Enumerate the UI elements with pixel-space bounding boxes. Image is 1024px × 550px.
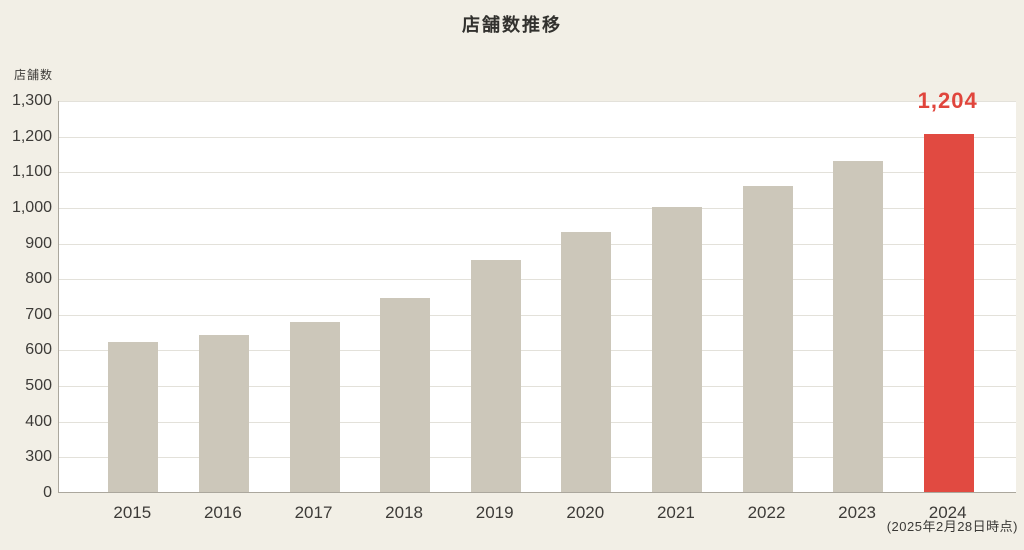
gridline-900 <box>59 243 1016 245</box>
y-tick-label-700: 700 <box>25 305 52 323</box>
y-tick-label-500: 500 <box>25 377 52 395</box>
bar-2017 <box>289 322 340 492</box>
highlight-value-label: 1,204 <box>917 88 978 113</box>
x-tick-label-2022: 2022 <box>747 503 786 522</box>
x-tick-label-2024: 2024 <box>928 503 967 522</box>
bar-2023 <box>833 160 884 492</box>
bar-2018 <box>380 297 431 492</box>
x-tick-label-2015: 2015 <box>113 503 152 522</box>
y-axis-unit-label: 店舗数 <box>14 68 54 82</box>
x-tick-label-2017: 2017 <box>294 503 333 522</box>
bar-2020 <box>561 231 612 492</box>
x-tick-label-2016: 2016 <box>203 503 242 522</box>
x-tick-label-2020: 2020 <box>566 503 605 522</box>
gridline-600 <box>59 350 1016 352</box>
gridline-700 <box>59 314 1016 316</box>
bar-2022 <box>742 185 793 492</box>
x-tick-label-2019: 2019 <box>475 503 514 522</box>
y-tick-label-600: 600 <box>25 341 52 359</box>
y-tick-label-0: 0 <box>43 484 52 501</box>
y-tick-label-900: 900 <box>25 234 52 252</box>
y-tick-label-1000: 1,000 <box>11 198 52 216</box>
y-tick-label-1200: 1,200 <box>11 127 52 145</box>
plot-area <box>58 101 1016 493</box>
chart-title: 店舗数推移 <box>462 15 562 35</box>
bar-2024 <box>923 134 974 492</box>
gridline-1100 <box>59 172 1016 174</box>
gridline-800 <box>59 279 1016 281</box>
bar-2019 <box>470 260 521 492</box>
x-tick-label-2021: 2021 <box>656 503 695 522</box>
x-tick-label-2018: 2018 <box>385 503 423 522</box>
gridline-1000 <box>59 207 1016 209</box>
gridline-300 <box>59 457 1016 459</box>
y-tick-label-1100: 1,100 <box>11 163 52 181</box>
gridline-500 <box>59 386 1016 388</box>
x-tick-label-2023: 2023 <box>838 503 876 522</box>
gridline-400 <box>59 421 1016 423</box>
bar-2015 <box>108 342 159 492</box>
gridline-1200 <box>59 136 1016 138</box>
footnote-date: (2025年2月28日時点) <box>886 519 1018 534</box>
y-tick-label-400: 400 <box>25 412 52 430</box>
bar-2021 <box>651 206 702 492</box>
y-tick-label-800: 800 <box>25 270 52 288</box>
y-tick-label-300: 300 <box>25 448 52 466</box>
y-tick-label-1300: 1,300 <box>11 92 52 109</box>
bar-2016 <box>198 335 249 492</box>
gridline-1300 <box>59 101 1016 102</box>
